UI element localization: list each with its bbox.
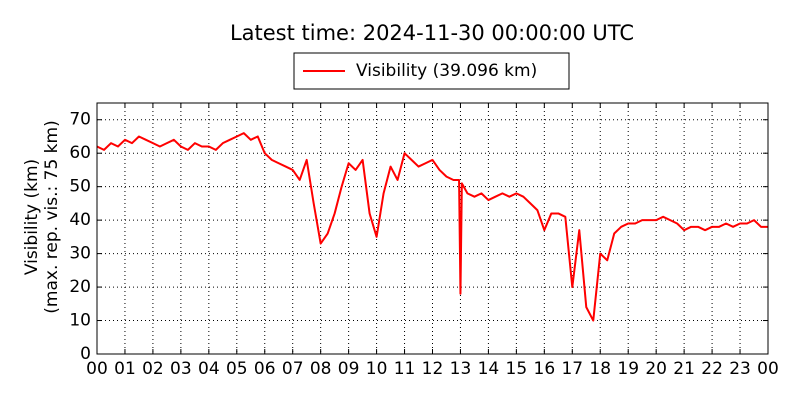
- y-tick-label: 30: [69, 244, 91, 264]
- x-tick-label: 18: [589, 359, 611, 379]
- data-line: [96, 132, 768, 322]
- x-tick-label: 21: [673, 359, 695, 379]
- x-tick-label: 23: [729, 359, 751, 379]
- x-tick-label: 00: [86, 359, 108, 379]
- x-tick-label: 15: [506, 359, 528, 379]
- x-tick-label: 02: [142, 359, 164, 379]
- x-tick-label: 08: [310, 359, 332, 379]
- chart-title: Latest time: 2024-11-30 00:00:00 UTC: [230, 21, 634, 45]
- y-tick-label: 70: [69, 110, 91, 130]
- x-tick-label: 05: [226, 359, 248, 379]
- y-axis-label: Visibility (km): [22, 159, 42, 275]
- x-tick-label: 22: [701, 359, 723, 379]
- x-tick-label: 07: [282, 359, 304, 379]
- y-axis-label: (max. rep. vis.: 75 km): [42, 120, 62, 313]
- x-tick-label: 16: [534, 359, 556, 379]
- x-tick-label: 04: [198, 359, 220, 379]
- y-tick-label: 50: [69, 177, 91, 197]
- x-tick-label: 10: [366, 359, 388, 379]
- y-tick-label: 10: [69, 311, 91, 331]
- x-tick-label: 12: [422, 359, 444, 379]
- x-tick-label: 06: [254, 359, 276, 379]
- x-tick-label: 17: [561, 359, 583, 379]
- plot-frame: [96, 102, 769, 355]
- y-tick-label: 0: [80, 344, 91, 364]
- x-tick-label: 14: [478, 359, 500, 379]
- x-tick-label: 11: [394, 359, 416, 379]
- x-tick-label: 13: [450, 359, 472, 379]
- x-tick-label: 03: [170, 359, 192, 379]
- x-tick-label: 00: [757, 359, 779, 379]
- y-tick-label: 40: [69, 210, 91, 230]
- x-tick-label: 20: [645, 359, 667, 379]
- x-tick-label: 01: [114, 359, 136, 379]
- y-tick-label: 20: [69, 277, 91, 297]
- x-tick-label: 09: [338, 359, 360, 379]
- legend-label: Visibility (39.096 km): [356, 61, 537, 81]
- x-tick-label: 19: [617, 359, 639, 379]
- y-tick-label: 60: [69, 143, 91, 163]
